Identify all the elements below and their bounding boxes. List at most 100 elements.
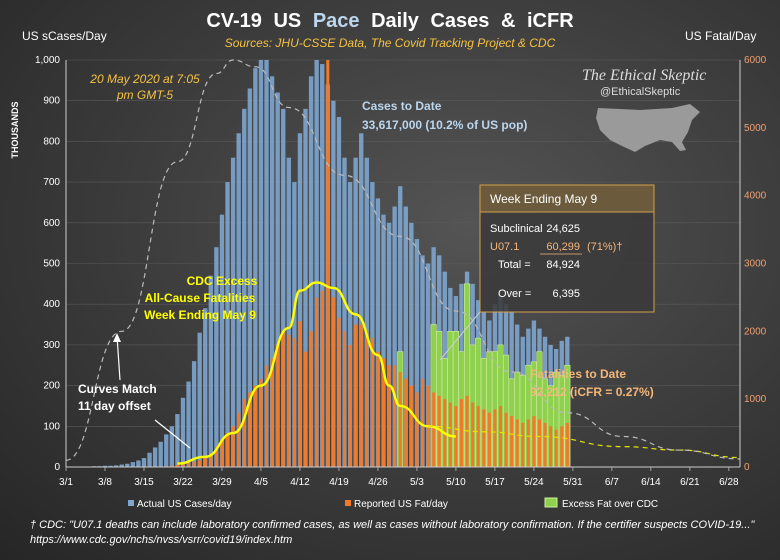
footnote: † CDC: "U07.1 deaths can include laborat… <box>30 519 755 546</box>
cases-bar <box>347 182 353 467</box>
x-tick-label: 6/7 <box>605 477 619 488</box>
cases-bar <box>152 447 158 467</box>
cases-bar <box>314 60 319 467</box>
x-tick-label: 3/1 <box>59 477 73 488</box>
cases-bar <box>219 214 225 467</box>
fatality-bar <box>459 399 464 467</box>
cases-to-date-label: Cases to Date <box>362 99 442 113</box>
cases-bar <box>353 157 358 467</box>
fatality-bar <box>437 395 441 467</box>
cases-bar <box>253 68 258 467</box>
title-part: & <box>501 10 515 32</box>
cases-bar <box>364 157 369 467</box>
cases-bar <box>269 76 275 467</box>
cases-bar <box>119 464 124 467</box>
y-tick-left: 900 <box>43 96 60 107</box>
fatality-bar <box>198 460 202 467</box>
fatality-bar <box>303 351 308 467</box>
trend-lines <box>65 59 741 465</box>
left-y-ticks: 0 100 200 300 400 500 600 700 800 900 1,000 <box>35 55 60 473</box>
cases-bar <box>375 198 381 467</box>
cases-bar <box>425 263 431 467</box>
fatality-bar <box>420 378 425 467</box>
fatality-bar <box>482 409 486 467</box>
cases-bar <box>164 434 169 467</box>
timestamp-line2: pm GMT-5 <box>116 88 174 102</box>
title-part: CV-19 <box>206 10 262 32</box>
x-tick-label: 3/22 <box>173 477 193 488</box>
cases-bar <box>370 182 375 467</box>
x-tick-label: 5/24 <box>524 477 544 488</box>
legend: Actual US Cases/day Reported US Fat/day … <box>128 497 658 510</box>
x-tick-label: 3/29 <box>212 477 232 488</box>
fatality-bar <box>348 344 352 467</box>
cases-bar <box>113 465 119 467</box>
cases-bar <box>320 64 325 467</box>
y-tick-right: 4000 <box>744 191 767 202</box>
cases-bar <box>230 157 236 467</box>
cases-bar <box>275 92 280 467</box>
fatality-bar <box>187 462 191 467</box>
curves-match-arrow <box>116 335 121 381</box>
cases-bar <box>247 88 252 468</box>
title-part: iCFR <box>527 10 574 32</box>
y-tick-left: 1,000 <box>35 55 60 66</box>
x-tick-label: 6/28 <box>719 477 739 488</box>
fatality-bar <box>398 372 402 467</box>
curves-match-arrow2 <box>154 419 191 449</box>
fatality-bar <box>565 422 569 467</box>
fatality-bar <box>270 358 274 467</box>
cases-bar <box>386 222 392 467</box>
right-axis-title: US Fatal/Day <box>685 29 756 43</box>
fatality-bar <box>471 402 475 467</box>
fatality-bar <box>192 461 196 467</box>
week-ending-box: Week Ending May 9 Subclinical 24,625 U07… <box>479 184 655 313</box>
fatality-bar <box>554 429 558 467</box>
y-tick-left: 300 <box>43 340 60 351</box>
fatality-bar <box>248 392 252 467</box>
us-map-icon <box>596 104 700 152</box>
cases-bar <box>130 462 136 467</box>
legend-swatch-fatalities <box>345 500 351 506</box>
fatality-bar <box>549 426 553 467</box>
fatalities-to-date-value: 92,212 (iCFR = 0.27%) <box>530 385 654 399</box>
brand-handle: @EthicalSkeptic <box>600 86 681 98</box>
week-box-row-label: Subclinical <box>490 223 543 235</box>
week-box-row-value: 6,395 <box>552 288 580 300</box>
week-box-row-label: Over = <box>498 288 531 300</box>
fatality-bar <box>526 419 530 467</box>
cases-bar <box>191 361 197 467</box>
cases-bar <box>359 133 364 467</box>
title-part: Pace <box>313 10 360 32</box>
chart-title: CV-19 US Pace Daily Cases & iCFR <box>206 10 574 32</box>
fatality-bar <box>537 419 541 467</box>
fatality-bar <box>365 331 369 467</box>
series-line <box>65 59 741 461</box>
y-tick-left: 200 <box>43 381 60 392</box>
y-tick-right: 2000 <box>744 326 767 337</box>
week-box-pointer <box>439 311 481 361</box>
cases-bar <box>147 452 152 467</box>
fatality-bar <box>415 392 419 467</box>
cases-bar <box>108 465 113 467</box>
fatalities-to-date-label: Fatalities to Date <box>530 367 626 381</box>
fatality-bar <box>359 324 363 467</box>
fatality-bar <box>253 385 257 467</box>
cases-bar <box>420 255 425 467</box>
cases-bar <box>381 214 386 467</box>
y-tick-left: 600 <box>43 218 60 229</box>
cases-bar <box>214 247 219 467</box>
fatality-bar <box>404 378 408 467</box>
legend-swatch-excess <box>544 497 558 508</box>
fatality-bar <box>309 331 313 467</box>
fatality-bar <box>376 351 380 467</box>
cases-bar <box>141 458 147 467</box>
fatality-bar <box>521 422 525 467</box>
cases-bar <box>102 465 108 467</box>
cases-bar <box>409 222 414 467</box>
fatality-bar <box>342 331 347 467</box>
fatality-bar <box>220 439 224 467</box>
title-part: Cases <box>430 10 489 32</box>
x-tick-label: 4/5 <box>254 477 268 488</box>
week-box-row-value: 24,625 <box>546 223 580 235</box>
